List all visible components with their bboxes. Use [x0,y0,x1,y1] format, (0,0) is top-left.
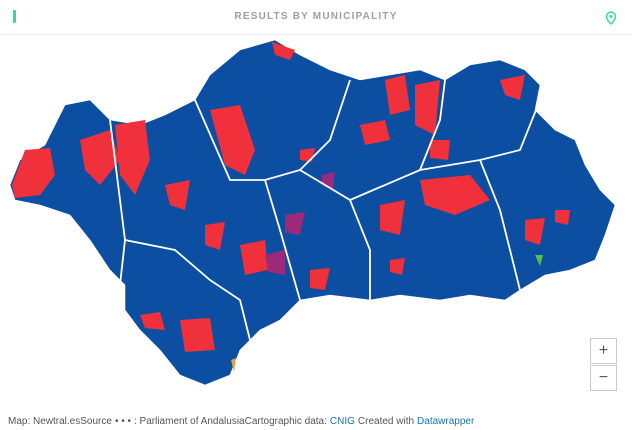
orange-area [231,358,236,372]
location-icon[interactable] [605,11,617,25]
zoom-in[interactable]: + [590,338,617,364]
cartographic-label: Cartographic data: [244,416,327,427]
source: : Parliament of Andalusia [134,416,245,427]
title: RESULTS BY MUNICIPALITY [234,11,398,22]
source-label: Source [80,416,112,427]
province-borders [109,79,541,341]
footer: Map: Newtral.esSource • • •: Parliament o… [8,416,474,427]
zoom-out[interactable]: − [590,365,617,391]
created-label: Created with [357,416,415,427]
green-area [535,255,543,266]
map [9,39,616,386]
cnig-link[interactable]: CNIG [329,416,355,427]
map-credit: Map: Newtral.es [8,416,81,427]
datawrapper-link[interactable]: Datawrapper [417,416,475,427]
region [9,39,616,386]
header: RESULTS BY MUNICIPALITY [0,0,632,35]
purple-areas [265,172,335,275]
source-dots: • • • [114,416,131,427]
accent-bar [13,10,16,23]
red-areas [12,42,570,352]
